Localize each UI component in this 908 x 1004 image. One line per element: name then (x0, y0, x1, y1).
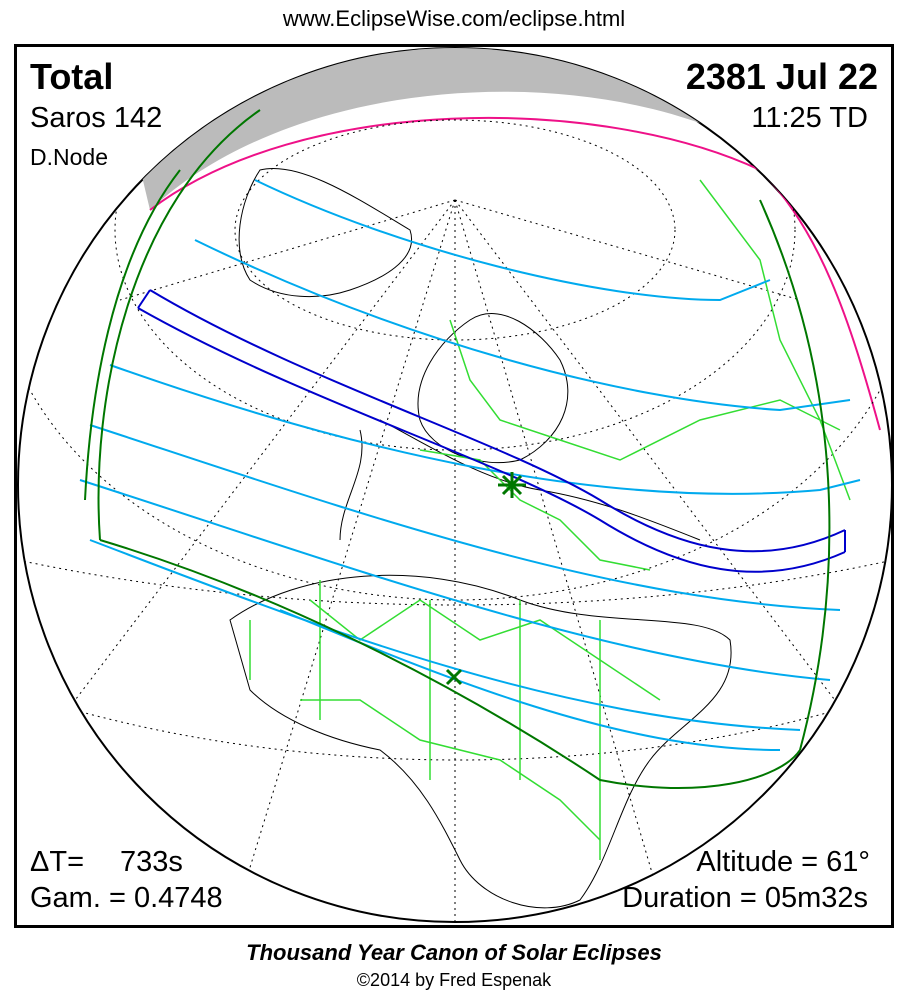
altitude: Altitude = 61° (696, 846, 870, 878)
eclipse-type: Total (30, 56, 114, 97)
gamma: Gam. = 0.4748 (30, 882, 223, 914)
duration: Duration = 05m32s (622, 882, 868, 914)
central-path (137, 289, 846, 573)
delta-t-label: ΔT= (30, 846, 85, 878)
source-url: www.EclipseWise.com/eclipse.html (282, 6, 626, 31)
greatest-eclipse-marker (498, 472, 526, 498)
saros: Saros 142 (30, 102, 163, 134)
penumbral-limits (84, 109, 831, 790)
map-frame (14, 44, 894, 928)
night-terminator (149, 117, 881, 431)
eclipse-time: 11:25 TD (751, 102, 868, 134)
footer-copyright: ©2014 by Fred Espenak (356, 970, 552, 990)
footer-title: Thousand Year Canon of Solar Eclipses (246, 940, 662, 965)
node: D.Node (30, 144, 108, 170)
delta-t-value: 733s (120, 846, 183, 878)
eclipse-date: 2381 Jul 22 (685, 56, 878, 97)
penumbral-lines (79, 179, 861, 751)
coastlines (229, 168, 732, 909)
subsolar-marker (445, 668, 463, 686)
